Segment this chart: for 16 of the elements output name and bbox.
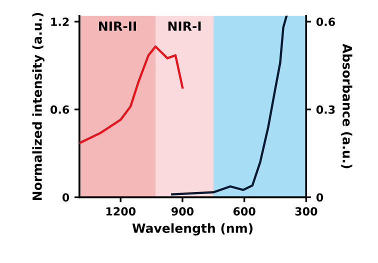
x-tick-label: 600 — [233, 207, 256, 216]
y-tick-label: 1.2 — [51, 18, 69, 26]
x-tick-label: 900 — [171, 207, 194, 216]
y-tick-label: 0.6 — [50, 105, 70, 114]
y-tick-label: 0 — [62, 193, 70, 202]
y2-tick-label: 0.6 — [316, 18, 335, 26]
y2-axis-title: Absorbance (a.u.) — [341, 44, 352, 168]
y2-tick-label: 0.3 — [316, 105, 335, 114]
band-label: NIR-I — [168, 22, 201, 31]
y-axis-title: Normalized intensity (a.u.) — [32, 12, 44, 200]
y2-tick-label: 0 — [316, 193, 324, 202]
x-tick-label: 1200 — [106, 207, 136, 216]
x-tick-label: 300 — [295, 207, 318, 216]
line-series — [79, 45, 184, 144]
x-axis-title: Wavelength (nm) — [132, 223, 252, 236]
band-label: NIR-II — [99, 22, 136, 31]
